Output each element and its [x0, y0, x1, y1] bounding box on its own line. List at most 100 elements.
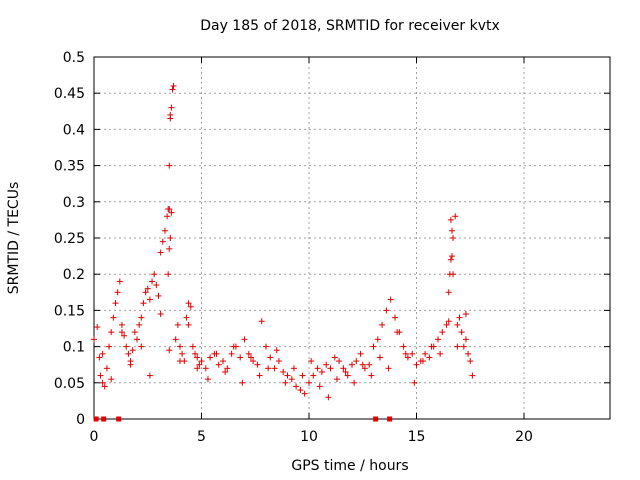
- zero-value-point: [373, 416, 379, 422]
- data-point: [376, 354, 383, 361]
- data-point: [247, 354, 254, 361]
- data-point: [445, 289, 452, 296]
- data-point: [456, 314, 463, 321]
- data-point: [301, 390, 308, 397]
- data-point: [96, 354, 103, 361]
- y-tick-label: 0.05: [54, 376, 85, 392]
- data-point: [445, 318, 452, 325]
- data-point: [127, 361, 134, 368]
- data-point: [131, 329, 138, 336]
- data-point: [220, 358, 226, 365]
- data-point: [153, 282, 160, 289]
- data-point: [103, 365, 110, 372]
- data-point: [422, 350, 429, 357]
- zero-value-point: [101, 416, 107, 422]
- data-point: [194, 354, 201, 361]
- data-point: [185, 300, 192, 307]
- x-axis-label: GPS time / hours: [291, 458, 408, 474]
- data-point: [94, 324, 101, 331]
- data-point: [450, 271, 457, 278]
- y-axis-label: SRMTID / TECUs: [6, 182, 22, 295]
- data-point: [172, 336, 179, 343]
- data-point: [168, 104, 175, 111]
- data-point: [258, 318, 265, 325]
- data-point: [351, 379, 358, 386]
- data-point: [138, 343, 145, 350]
- data-point: [155, 292, 162, 299]
- data-point: [439, 329, 446, 336]
- data-point: [454, 343, 461, 350]
- data-point: [241, 336, 248, 343]
- data-point: [374, 336, 381, 343]
- data-point: [254, 361, 261, 368]
- data-point: [125, 350, 132, 357]
- data-point: [114, 289, 121, 296]
- data-point: [140, 300, 147, 307]
- data-point: [450, 235, 457, 241]
- data-point: [366, 361, 373, 368]
- y-tick-label: 0: [76, 412, 85, 428]
- data-point: [263, 343, 269, 350]
- data-point: [368, 372, 375, 379]
- data-point: [314, 365, 321, 372]
- data-point: [187, 303, 194, 310]
- data-point: [318, 368, 325, 375]
- data-point: [392, 314, 398, 321]
- data-point: [204, 376, 211, 383]
- data-point: [245, 350, 252, 357]
- data-point: [394, 329, 401, 336]
- data-point: [357, 350, 364, 357]
- data-point: [443, 321, 450, 328]
- data-point: [151, 271, 158, 278]
- data-point: [144, 285, 151, 292]
- x-tick-label: 10: [300, 429, 318, 445]
- data-point: [198, 358, 205, 365]
- data-point: [280, 368, 287, 375]
- data-point: [448, 253, 455, 260]
- x-tick-label: 5: [197, 429, 206, 445]
- data-point: [419, 358, 426, 365]
- data-point: [448, 227, 455, 234]
- data-point: [91, 336, 97, 343]
- data-point: [224, 365, 231, 372]
- data-point: [222, 368, 229, 375]
- data-point: [437, 350, 444, 357]
- data-point: [387, 296, 394, 303]
- data-point: [166, 347, 173, 354]
- data-point: [271, 365, 278, 372]
- data-point: [136, 321, 143, 328]
- data-point: [142, 289, 149, 296]
- data-point: [138, 314, 145, 321]
- data-point: [288, 376, 295, 383]
- data-point: [164, 213, 171, 220]
- data-point: [207, 354, 214, 361]
- data-point: [342, 368, 349, 375]
- data-point: [149, 278, 156, 285]
- data-point: [469, 372, 476, 379]
- data-point: [99, 350, 106, 357]
- data-point: [179, 350, 186, 357]
- data-point: [383, 307, 390, 314]
- data-point: [411, 379, 418, 386]
- data-point: [400, 343, 407, 350]
- y-tick-label: 0.2: [63, 267, 85, 283]
- zero-value-point: [387, 416, 393, 422]
- data-point: [413, 361, 420, 368]
- data-point: [146, 296, 153, 303]
- data-point: [108, 329, 115, 336]
- data-point: [333, 376, 340, 383]
- data-point: [435, 336, 441, 343]
- data-point: [110, 314, 117, 321]
- data-point: [460, 343, 467, 350]
- data-point: [167, 235, 174, 241]
- data-point: [310, 372, 317, 379]
- data-point: [202, 365, 209, 372]
- y-tick-label: 0.1: [63, 340, 85, 356]
- data-point: [327, 365, 334, 372]
- y-tick-label: 0.15: [54, 303, 85, 319]
- data-point: [273, 347, 280, 354]
- data-point: [336, 358, 343, 365]
- data-point: [265, 365, 272, 372]
- data-points: [91, 82, 476, 422]
